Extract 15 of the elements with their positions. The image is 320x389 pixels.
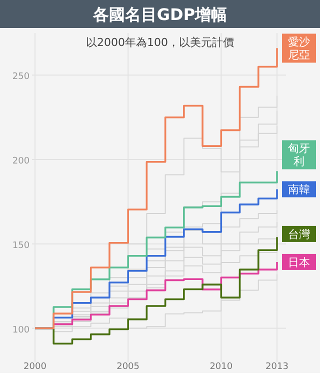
series-label: 匈牙利 xyxy=(288,142,310,168)
x-tick-label: 2005 xyxy=(116,362,140,372)
series-label: 南韓 xyxy=(288,183,310,196)
x-tick-label: 2010 xyxy=(210,362,233,372)
x-tick-label: 2000 xyxy=(24,362,47,372)
chart-title: 各國名目GDP增幅 xyxy=(92,5,228,24)
chart-subtitle: 以2000年為100，以美元計價 xyxy=(86,36,234,49)
y-tick-label: 250 xyxy=(12,72,30,82)
series-label: 日本 xyxy=(288,256,310,269)
y-tick-label: 200 xyxy=(12,156,30,167)
y-tick-label: 100 xyxy=(12,325,30,336)
x-tick-label: 2013 xyxy=(266,362,288,372)
y-tick-label: 150 xyxy=(12,240,30,251)
series-label: 愛沙尼亞 xyxy=(288,36,310,62)
series-label: 台灣 xyxy=(288,228,310,241)
